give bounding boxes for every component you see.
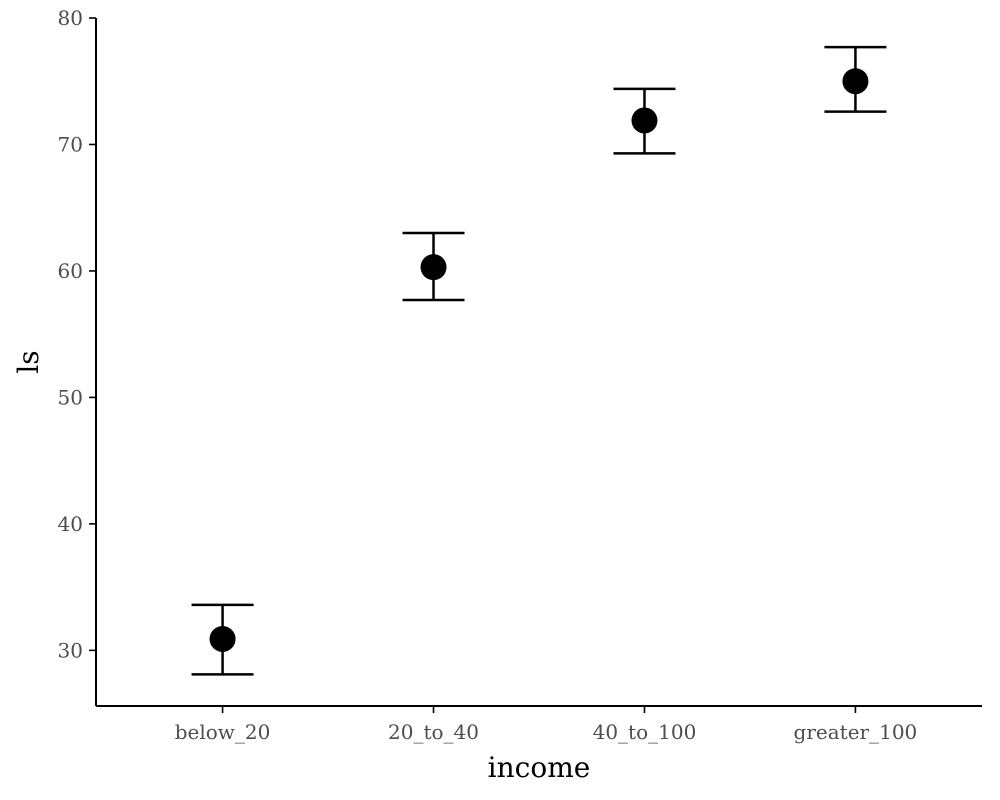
y-axis-title: ls <box>12 350 45 373</box>
x-axis: below_20 20_to_40 40_to_100 greater_100 <box>96 705 982 744</box>
y-tick-label-60: 60 <box>58 259 83 283</box>
y-tick-label-80: 80 <box>58 6 83 30</box>
y-tick-label-70: 70 <box>58 132 83 156</box>
chart-marks <box>191 45 887 676</box>
data-point-20_to_40 <box>420 254 447 281</box>
y-tick-label-40: 40 <box>58 512 83 536</box>
x-tick-label-greater_100: greater_100 <box>794 720 918 744</box>
data-point-below_20 <box>209 625 236 652</box>
x-tick-label-20_to_40: 20_to_40 <box>388 720 479 744</box>
data-point-40_to_100 <box>631 107 658 134</box>
x-tick-label-40_to_100: 40_to_100 <box>593 720 697 744</box>
y-tick-label-50: 50 <box>58 385 83 409</box>
y-axis: 30 40 50 60 70 80 <box>58 6 97 706</box>
x-axis-title: income <box>488 751 591 784</box>
x-tick-label-below_20: below_20 <box>175 720 271 744</box>
y-tick-label-30: 30 <box>58 638 83 662</box>
data-point-greater_100 <box>842 68 869 95</box>
